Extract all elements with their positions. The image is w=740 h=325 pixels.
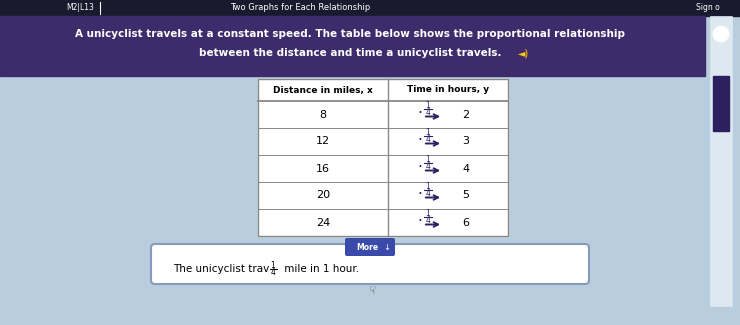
Text: ☞: ☞ — [365, 285, 375, 295]
Text: ·: · — [417, 214, 423, 229]
FancyBboxPatch shape — [345, 238, 395, 256]
Text: 1: 1 — [425, 128, 431, 137]
Text: 1: 1 — [425, 101, 431, 110]
Text: ·: · — [417, 106, 423, 121]
Text: ◄): ◄) — [518, 48, 529, 58]
Circle shape — [713, 26, 729, 42]
Bar — [258, 79, 508, 236]
Text: 4: 4 — [425, 135, 431, 144]
Bar — [0, 0, 740, 16]
Text: 8: 8 — [320, 110, 326, 120]
Text: 4: 4 — [425, 189, 431, 198]
Text: 2: 2 — [462, 110, 470, 120]
Bar — [713, 76, 729, 131]
Text: 1: 1 — [425, 155, 431, 164]
Text: 20: 20 — [316, 190, 330, 201]
Text: The unicyclist trav: The unicyclist trav — [173, 264, 269, 274]
Text: More: More — [356, 242, 378, 252]
Text: 12: 12 — [316, 136, 330, 147]
Text: 6: 6 — [462, 217, 469, 227]
Bar — [0, 16, 705, 76]
Text: Two Graphs for Each Relationship: Two Graphs for Each Relationship — [230, 4, 370, 12]
Text: ·: · — [417, 187, 423, 202]
Text: Distance in miles, x: Distance in miles, x — [273, 85, 373, 95]
Text: Time in hours, y: Time in hours, y — [407, 85, 489, 95]
Text: 4: 4 — [425, 162, 431, 171]
Text: 4: 4 — [271, 268, 275, 277]
Bar — [710, 16, 732, 306]
Text: 24: 24 — [316, 217, 330, 227]
FancyBboxPatch shape — [151, 244, 589, 284]
Text: M2|L13: M2|L13 — [66, 4, 94, 12]
Text: 4: 4 — [425, 108, 431, 117]
Text: between the distance and time a unicyclist travels.: between the distance and time a unicycli… — [199, 48, 501, 58]
Text: 3: 3 — [462, 136, 469, 147]
Text: Sign o: Sign o — [696, 4, 720, 12]
Text: 1: 1 — [425, 182, 431, 191]
Text: 1: 1 — [271, 261, 275, 270]
Text: 5: 5 — [462, 190, 469, 201]
Text: 4: 4 — [462, 163, 470, 174]
Text: 1: 1 — [425, 209, 431, 218]
Text: mile in 1 hour.: mile in 1 hour. — [281, 264, 359, 274]
Text: A unicyclist travels at a constant speed. The table below shows the proportional: A unicyclist travels at a constant speed… — [75, 29, 625, 39]
Text: ·: · — [417, 133, 423, 148]
Bar — [258, 79, 508, 236]
Text: ↓: ↓ — [383, 242, 391, 252]
Text: ·: · — [417, 160, 423, 175]
Text: 16: 16 — [316, 163, 330, 174]
Text: 4: 4 — [425, 216, 431, 225]
